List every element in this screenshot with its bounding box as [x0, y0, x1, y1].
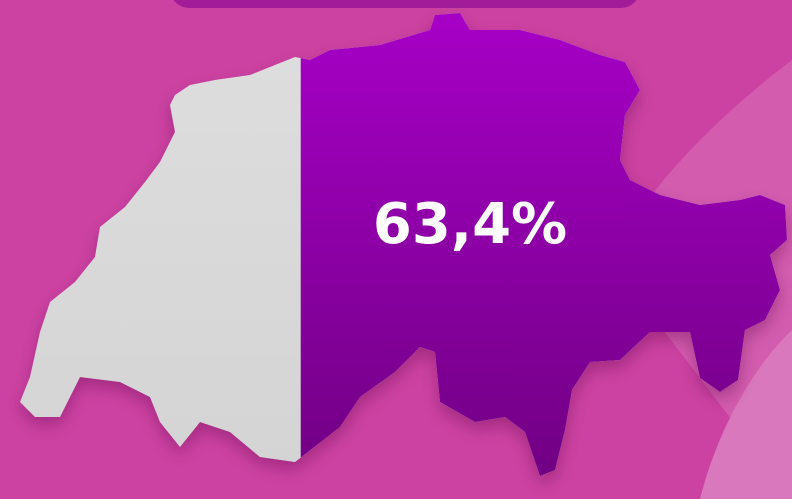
decor-shape: [700, 330, 792, 499]
header-pill: [173, 0, 637, 8]
value-label: 63,4%: [373, 192, 567, 257]
